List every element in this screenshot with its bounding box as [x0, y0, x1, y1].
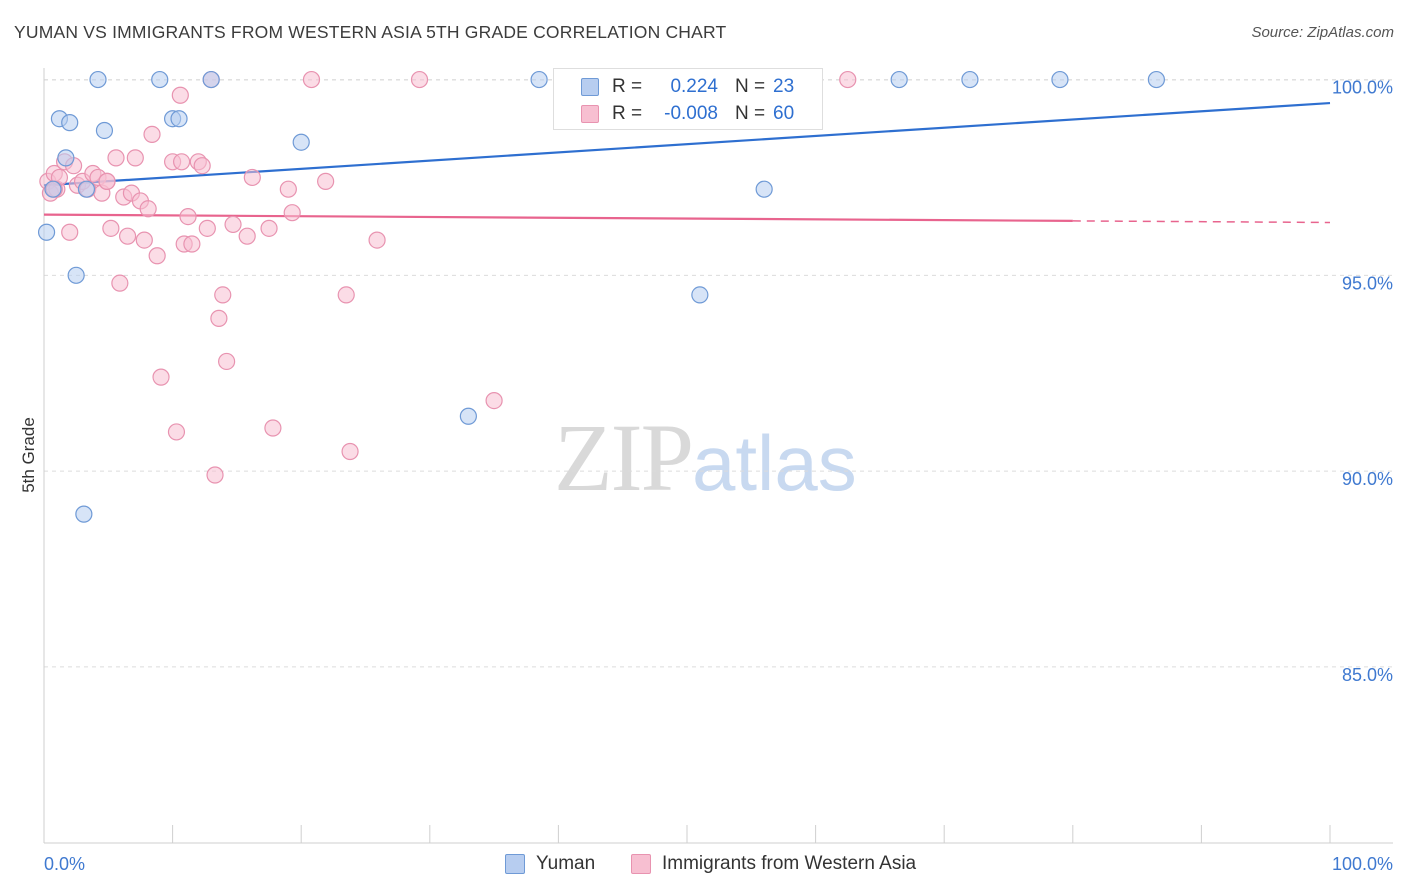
immigrants-point: [135, 231, 153, 249]
immigrants-point: [317, 172, 335, 190]
legend-label: Yuman: [536, 853, 596, 874]
yuman-point: [202, 70, 220, 89]
y-tick-label: 95.0%: [1342, 273, 1393, 293]
yuman-point: [95, 121, 114, 140]
immigrants-point: [243, 168, 261, 187]
immigrants-point: [171, 86, 189, 104]
immigrants-point: [210, 309, 228, 327]
yuman-point: [37, 223, 56, 241]
tick-labels: 85.0% 90.0% 95.0% 100.0% 0.0% 100.0%: [44, 78, 1393, 874]
immigrants-point: [148, 247, 166, 265]
yuman-point: [151, 70, 169, 89]
stats-row-immigrants: R = -0.008 N = 60: [554, 101, 822, 129]
x-tick-label: 0.0%: [44, 854, 85, 874]
axes: [43, 68, 1393, 844]
yuman-point: [530, 70, 548, 89]
immigrants-point: [218, 352, 236, 371]
yuman-point: [75, 505, 93, 523]
yuman-point: [292, 133, 310, 151]
immigrants-swatch: [631, 854, 651, 874]
r-label: R =: [612, 76, 643, 97]
data-points: [37, 70, 1165, 523]
yuman-point: [89, 70, 107, 89]
watermark: ZIPatlas: [554, 402, 857, 513]
immigrants-point: [173, 153, 191, 171]
immigrants-point: [410, 70, 429, 89]
yuman-point: [67, 266, 85, 284]
yuman-point: [77, 180, 96, 198]
immigrants-point: [126, 149, 144, 167]
grid-lines: [44, 79, 1393, 668]
series-legend: Yuman Immigrants from Western Asia: [0, 851, 1406, 879]
immigrants-point: [107, 149, 125, 167]
y-axis-label: 5th Grade: [19, 417, 38, 493]
immigrants-point: [279, 180, 297, 198]
immigrants-point: [179, 208, 197, 226]
watermark-zip: ZIP: [554, 404, 694, 511]
immigrants-point: [143, 125, 161, 143]
stats-row-yuman: R = 0.224 N = 23: [554, 74, 822, 102]
immigrants-point: [368, 231, 386, 249]
immigrants-point: [341, 442, 359, 461]
immigrants-point: [302, 70, 321, 89]
r-value: 0.224: [670, 76, 718, 97]
chart-title: YUMAN VS IMMIGRANTS FROM WESTERN ASIA 5T…: [14, 22, 727, 42]
yuman-point: [61, 114, 79, 132]
immigrants-point: [111, 274, 129, 292]
source-credit: Source: ZipAtlas.com: [1251, 24, 1394, 41]
yuman-point: [691, 286, 709, 304]
n-value: 60: [773, 103, 795, 124]
yuman-swatch: [505, 854, 525, 874]
immigrants-point: [198, 219, 216, 237]
n-label: N =: [735, 103, 766, 124]
immigrants-point: [61, 223, 79, 241]
immigrants-point: [238, 227, 256, 245]
immigrants-point: [98, 172, 116, 190]
watermark-atlas: atlas: [692, 419, 857, 507]
y-tick-label: 100.0%: [1332, 78, 1393, 98]
immigrants-swatch: [581, 105, 599, 123]
immigrants-point: [152, 368, 170, 386]
y-tick-label: 90.0%: [1342, 469, 1393, 489]
immigrants-point: [283, 204, 301, 222]
yuman-point: [961, 70, 979, 89]
yuman-point: [57, 149, 75, 167]
immigrants-point: [102, 219, 120, 237]
immigrants-point: [839, 70, 857, 89]
r-label: R =: [612, 103, 643, 124]
yuman-swatch: [581, 78, 599, 96]
yuman-point: [170, 110, 188, 128]
yuman-point: [44, 180, 62, 198]
yuman-point: [1051, 70, 1069, 89]
n-value: 23: [773, 76, 795, 97]
stats-legend: R = 0.224 N = 23 R = -0.008 N = 60: [553, 68, 823, 130]
yuman-point: [755, 180, 773, 198]
legend-label: Immigrants from Western Asia: [662, 853, 917, 874]
immigrants-point: [260, 219, 278, 237]
immigrants-trend-line-extension: [1072, 220, 1331, 224]
immigrants-point: [485, 392, 503, 410]
yuman-point: [1147, 70, 1165, 89]
immigrants-point: [139, 200, 157, 218]
immigrants-point: [118, 227, 137, 245]
yuman-point: [459, 407, 477, 425]
immigrants-trend-line: [43, 213, 1073, 223]
immigrants-point: [167, 423, 186, 441]
immigrants-point: [337, 286, 355, 304]
n-label: N =: [735, 76, 766, 97]
immigrants-point: [214, 286, 232, 304]
immigrants-point: [206, 466, 224, 484]
immigrants-point: [224, 215, 242, 234]
immigrants-point: [193, 157, 211, 175]
x-tick-label: 100.0%: [1332, 854, 1393, 874]
y-tick-label: 85.0%: [1342, 665, 1393, 685]
immigrants-point: [264, 419, 282, 437]
immigrants-point: [183, 235, 201, 253]
yuman-point: [890, 70, 908, 89]
r-value: -0.008: [664, 103, 718, 124]
